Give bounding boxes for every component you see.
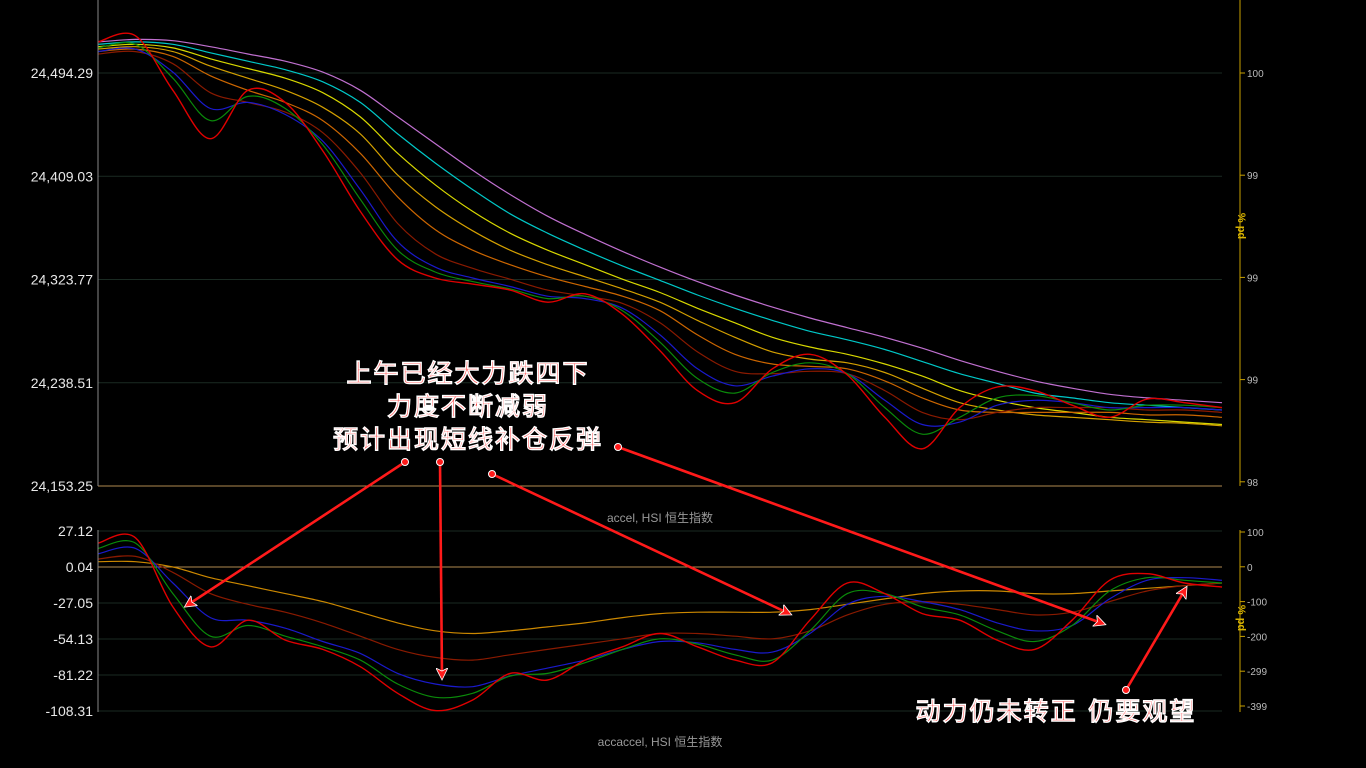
accel-right-axis: 100 0 -100 -200 -299 -399 % pd [1235,528,1267,713]
arrow-dots [401,443,1130,694]
series-line-8 [97,38,1223,404]
annotation-bottom-right: 动力仍未转正 仍要观望 [916,697,1197,726]
right-tick-label: -299 [1247,667,1267,678]
arrow-4 [617,445,1104,624]
annotation-line-3: 预计出现短线补仓反弹 [333,425,603,454]
series-line-0 [97,533,1223,712]
series-line-6 [97,43,1223,426]
right-tick-label: 100 [1247,528,1264,539]
y-tick-label: 24,238.51 [31,375,93,391]
accel-grid [98,530,1222,712]
series-line-1 [97,540,1223,699]
price-right-axis: 100 99 99 99 98 % pd [1235,0,1264,489]
series-line-1 [97,42,1223,435]
price-grid [98,72,1222,487]
price-lines [97,32,1223,450]
series-line-5 [97,46,1223,427]
series-line-4 [97,560,1223,635]
accel-lines [97,533,1223,712]
arrow-2 [440,461,442,678]
right-axis-label: % pd [1235,213,1247,239]
right-tick-label: -100 [1247,598,1267,609]
right-tick-label: 98 [1247,478,1259,489]
arrow-3 [491,472,790,614]
series-line-0 [97,32,1223,450]
series-line-3 [97,50,1223,421]
right-tick-label: 100 [1247,69,1264,80]
y-tick-label: -27.05 [53,595,93,611]
y-tick-label: -108.31 [46,703,94,719]
arrow-1 [186,460,406,606]
right-tick-label: 99 [1247,273,1259,284]
y-tick-label: 24,323.77 [31,272,93,288]
right-axis-label: % pd [1235,605,1247,631]
series-line-3 [97,555,1223,661]
series-line-2 [97,546,1223,688]
y-tick-label: 27.12 [58,523,93,539]
y-tick-label: 24,494.29 [31,65,93,81]
right-tick-label: 0 [1247,563,1253,574]
series-line-2 [97,47,1223,427]
right-tick-label: -200 [1247,632,1267,643]
y-tick-label: 24,409.03 [31,168,93,184]
right-tick-label: -399 [1247,702,1267,713]
series-line-7 [97,41,1223,411]
y-tick-label: -54.13 [53,631,93,647]
main-annotation: 上午已经大力跌四下 力度不断减弱 预计出现短线补仓反弹 [333,359,603,455]
right-tick-label: 99 [1247,171,1259,182]
price-y-axis: 24,494.29 24,409.03 24,323.77 24,238.51 24,1… [31,0,99,494]
annotation-line-1: 上午已经大力跌四下 [346,359,589,388]
arrow-5 [1124,588,1186,691]
y-tick-label: 24,153.25 [31,478,93,494]
accaccel-panel-title: accaccel, HSI 恒生指数 [598,734,723,749]
right-tick-label: 99 [1247,376,1259,387]
series-line-4 [97,48,1223,418]
accel-panel-title: accel, HSI 恒生指数 [607,510,713,525]
accel-y-axis: 27.12 0.04 -27.05 -54.13 -81.22 -108.31 [46,523,99,719]
annotation-line-2: 力度不断减弱 [387,392,549,421]
y-tick-label: -81.22 [53,667,93,683]
y-tick-label: 0.04 [66,559,93,575]
annotation-arrows [186,445,1186,691]
